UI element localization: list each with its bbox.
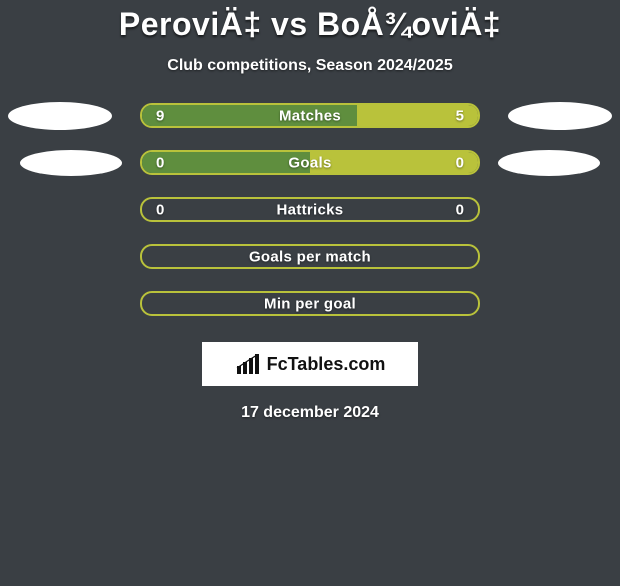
- player-avatar-right: [508, 102, 612, 130]
- stat-rows: Matches95 Goals00 Hattricks0 0 Goals per mat…: [0, 103, 620, 316]
- stat-bar-fill-left: [142, 152, 310, 173]
- page-subtitle: Club competitions, Season 2024/2025: [0, 57, 620, 75]
- stat-value-left: 0: [156, 201, 164, 218]
- source-logo: FcTables.com: [202, 342, 418, 386]
- stat-value-right: 0: [456, 201, 464, 218]
- stat-bar: Hattricks0 0: [140, 197, 480, 222]
- stat-label: Goals per match: [142, 248, 478, 265]
- stat-row: Hattricks0 0: [0, 197, 620, 222]
- stat-bar-fill-right: [310, 152, 478, 173]
- stat-row: Goals00: [0, 150, 620, 175]
- stat-row: Min per goal: [0, 291, 620, 316]
- stat-bar: Goals00: [140, 150, 480, 175]
- stat-bar-fill-left: [142, 105, 357, 126]
- stat-bar: Min per goal: [140, 291, 480, 316]
- stat-row: Goals per match: [0, 244, 620, 269]
- player-avatar-left: [8, 102, 112, 130]
- logo-text: FcTables.com: [267, 354, 386, 375]
- stat-bar: Matches95: [140, 103, 480, 128]
- stat-label: Hattricks: [142, 201, 478, 218]
- footer-date: 17 december 2024: [0, 404, 620, 422]
- stat-label: Min per goal: [142, 295, 478, 312]
- stat-row: Matches95: [0, 103, 620, 128]
- player-avatar-right: [498, 150, 600, 176]
- stat-bar: Goals per match: [140, 244, 480, 269]
- bar-chart-icon: [235, 354, 261, 374]
- page-title: PeroviÄ‡ vs BoÅ¾oviÄ‡: [0, 6, 620, 43]
- player-avatar-left: [20, 150, 122, 176]
- stat-bar-fill-right: [357, 105, 478, 126]
